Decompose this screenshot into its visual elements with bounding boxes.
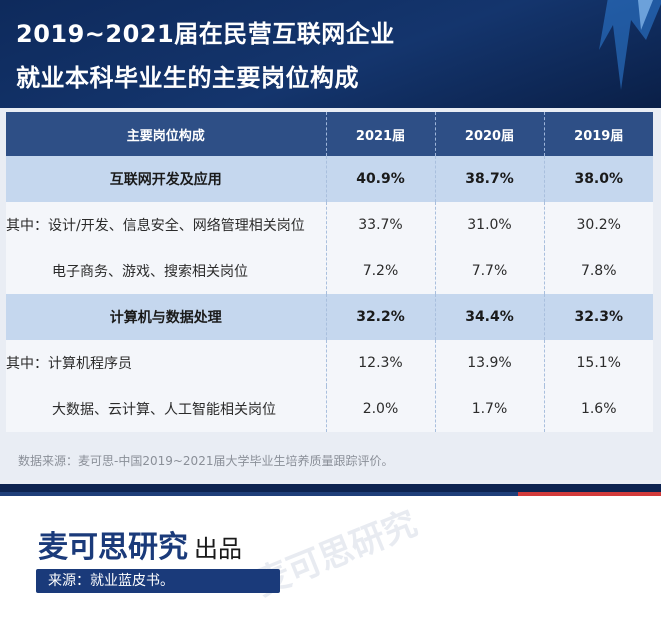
cell-value: 7.7% [434, 248, 544, 294]
table-row: 其中：计算机程序员 12.3% 13.9% 15.1% [6, 340, 653, 386]
header-banner: 2019~2021届在民营互联网企业 就业本科毕业生的主要岗位构成 [0, 0, 661, 108]
column-header: 主要岗位构成 [6, 112, 326, 156]
divider-red [518, 492, 661, 496]
cell-value: 38.7% [434, 156, 544, 202]
cell-value: 1.7% [434, 386, 544, 432]
cell-value: 33.7% [325, 202, 435, 248]
brand-line: 麦可思研究 出品 [38, 522, 242, 566]
divider-blue [0, 492, 661, 496]
cell-value: 38.0% [543, 156, 653, 202]
cell-value: 30.2% [543, 202, 653, 248]
cell-value: 13.9% [434, 340, 544, 386]
table-header-row: 主要岗位构成 2021届 2020届 2019届 [6, 112, 653, 156]
table-row: 大数据、云计算、人工智能相关岗位 2.0% 1.7% 1.6% [6, 386, 653, 432]
row-label: 互联网开发及应用 [6, 156, 326, 202]
source-badge: 来源：就业蓝皮书。 [36, 569, 280, 593]
row-label: 其中：设计/开发、信息安全、网络管理相关岗位 [6, 202, 326, 248]
brand-name: 麦可思研究 [38, 530, 188, 565]
cell-value: 7.2% [325, 248, 435, 294]
table-row: 互联网开发及应用 40.9% 38.7% 38.0% [6, 156, 653, 202]
cell-value: 1.6% [543, 386, 653, 432]
table-row: 其中：设计/开发、信息安全、网络管理相关岗位 33.7% 31.0% 30.2% [6, 202, 653, 248]
row-label: 其中：计算机程序员 [6, 340, 326, 386]
table-panel: 麦可思研究 麦可思研究 主要岗位构成 2021届 2020届 2019届 互联网… [0, 108, 661, 484]
cell-value: 12.3% [325, 340, 435, 386]
table-row: 计算机与数据处理 32.2% 34.4% 32.3% [6, 294, 653, 340]
brand-footer: 麦可思研究 麦可思研究 出品 来源：就业蓝皮书。 [0, 496, 661, 630]
cell-value: 32.3% [543, 294, 653, 340]
table-row: 电子商务、游戏、搜索相关岗位 7.2% 7.7% 7.8% [6, 248, 653, 294]
cell-value: 7.8% [543, 248, 653, 294]
cell-value: 32.2% [325, 294, 435, 340]
row-label: 大数据、云计算、人工智能相关岗位 [6, 386, 326, 432]
page-title-line-1: 2019~2021届在民营互联网企业 [16, 20, 395, 48]
decorative-streak-icon [599, 0, 661, 90]
column-header: 2021届 [325, 112, 435, 156]
cell-value: 34.4% [434, 294, 544, 340]
cell-value: 2.0% [325, 386, 435, 432]
row-label: 电子商务、游戏、搜索相关岗位 [6, 248, 326, 294]
cell-value: 40.9% [325, 156, 435, 202]
brand-suffix: 出品 [194, 535, 242, 563]
cell-value: 31.0% [434, 202, 544, 248]
row-label: 计算机与数据处理 [6, 294, 326, 340]
position-table: 主要岗位构成 2021届 2020届 2019届 互联网开发及应用 40.9% … [6, 112, 653, 432]
cell-value: 15.1% [543, 340, 653, 386]
column-header: 2019届 [543, 112, 653, 156]
page-title-line-2: 就业本科毕业生的主要岗位构成 [16, 64, 359, 92]
column-header: 2020届 [434, 112, 544, 156]
data-source-note: 数据来源：麦可思-中国2019~2021届大学毕业生培养质量跟踪评价。 [18, 454, 394, 468]
